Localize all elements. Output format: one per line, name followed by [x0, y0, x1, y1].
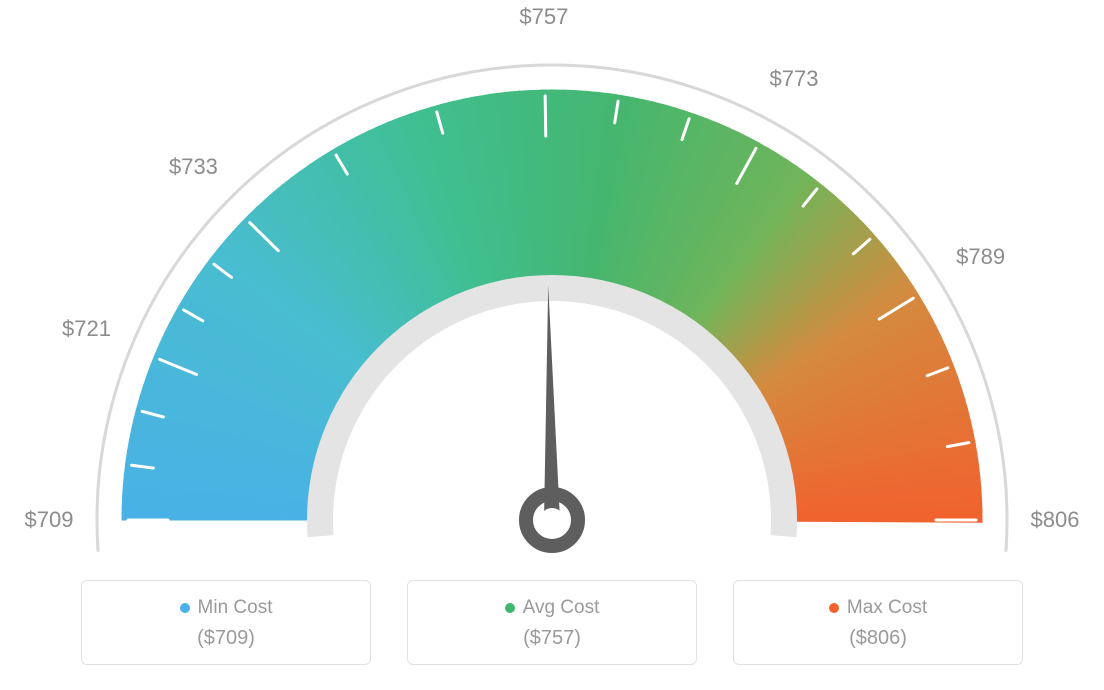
- legend-card-max: Max Cost ($806): [733, 580, 1023, 665]
- legend-label-text: Max Cost: [847, 597, 927, 618]
- legend-value: ($709): [92, 627, 360, 650]
- legend-label: Min Cost: [92, 597, 360, 619]
- legend-row: Min Cost ($709) Avg Cost ($757) Max Cost…: [0, 580, 1104, 665]
- legend-value: ($757): [418, 627, 686, 650]
- gauge-tick-label: $806: [1031, 507, 1080, 533]
- legend-label-text: Min Cost: [198, 597, 273, 618]
- legend-card-avg: Avg Cost ($757): [407, 580, 697, 665]
- legend-card-min: Min Cost ($709): [81, 580, 371, 665]
- legend-dot-max: [829, 603, 839, 613]
- legend-label: Avg Cost: [418, 597, 686, 619]
- legend-label-text: Avg Cost: [523, 597, 600, 618]
- cost-gauge: $709 $721 $733 $757 $773 $789 $806: [0, 0, 1104, 560]
- gauge-tick-label: $773: [770, 66, 819, 92]
- gauge-tick-label: $709: [25, 507, 74, 533]
- legend-dot-min: [180, 603, 190, 613]
- gauge-svg: [0, 0, 1104, 560]
- gauge-tick-label: $789: [956, 244, 1005, 270]
- gauge-tick-label: $733: [169, 154, 218, 180]
- gauge-tick-label: $757: [519, 4, 568, 30]
- legend-label: Max Cost: [744, 597, 1012, 619]
- gauge-tick-label: $721: [62, 316, 111, 342]
- legend-dot-avg: [505, 603, 515, 613]
- legend-value: ($806): [744, 627, 1012, 650]
